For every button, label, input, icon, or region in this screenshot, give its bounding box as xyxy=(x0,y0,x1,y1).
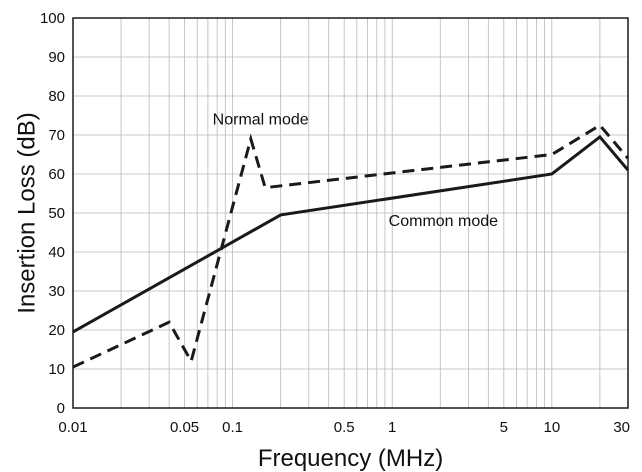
x-tick-label: 30 xyxy=(613,419,630,436)
y-tick-label: 80 xyxy=(48,88,65,105)
plot-frame xyxy=(72,17,629,409)
x-tick-label: 10 xyxy=(544,419,561,436)
y-axis-title: Insertion Loss (dB) xyxy=(13,112,40,313)
y-tick-label: 90 xyxy=(48,49,65,66)
x-tick-label: 0.05 xyxy=(170,419,199,436)
series-line-common-mode xyxy=(72,134,630,334)
annotations: Normal mode Common mode xyxy=(213,111,498,229)
y-tick-label: 20 xyxy=(48,322,65,339)
x-tick-label: 0.1 xyxy=(222,419,243,436)
x-tick-label: 1 xyxy=(388,419,396,436)
y-tick-label: 60 xyxy=(48,166,65,183)
series-annotation: Normal mode xyxy=(213,111,309,128)
series-layer xyxy=(72,123,630,369)
y-tick-label: 70 xyxy=(48,127,65,144)
y-tick-label: 0 xyxy=(57,400,65,417)
y-tick-label: 100 xyxy=(40,10,65,27)
y-tick-label: 50 xyxy=(48,205,65,222)
y-tick-label: 30 xyxy=(48,283,65,300)
y-tick-label: 10 xyxy=(48,361,65,378)
grid xyxy=(73,18,628,408)
y-tick-label: 40 xyxy=(48,244,65,261)
x-tick-labels: 0.01 0.05 0.1 0.5 1 5 10 30 xyxy=(58,419,630,436)
x-tick-label: 0.01 xyxy=(58,419,87,436)
x-tick-label: 0.5 xyxy=(334,419,355,436)
series-annotation: Common mode xyxy=(389,213,498,230)
x-tick-label: 5 xyxy=(500,419,508,436)
x-axis-title: Frequency (MHz) xyxy=(258,445,443,472)
y-tick-labels: 0 10 20 30 40 50 60 70 80 90 100 xyxy=(40,10,65,417)
series-line-normal-mode xyxy=(72,123,630,369)
